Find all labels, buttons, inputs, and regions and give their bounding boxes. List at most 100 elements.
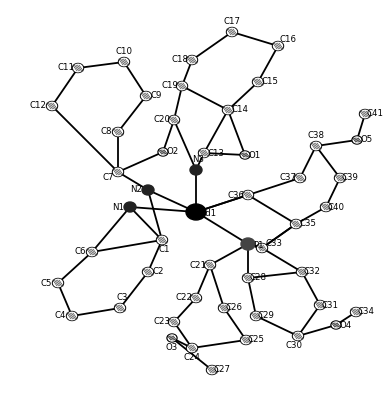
Text: C1: C1 <box>158 246 170 255</box>
Ellipse shape <box>73 63 83 72</box>
Text: O3: O3 <box>166 343 178 352</box>
Text: N2: N2 <box>130 185 142 194</box>
Ellipse shape <box>241 336 250 344</box>
Ellipse shape <box>294 173 305 183</box>
Text: C18: C18 <box>171 55 189 65</box>
Ellipse shape <box>116 304 125 312</box>
Ellipse shape <box>124 202 136 212</box>
Ellipse shape <box>272 42 283 51</box>
Ellipse shape <box>118 57 129 67</box>
Text: C40: C40 <box>327 202 345 211</box>
Ellipse shape <box>292 331 303 341</box>
Text: C15: C15 <box>261 78 278 86</box>
Ellipse shape <box>87 248 98 257</box>
Text: C9: C9 <box>150 91 162 101</box>
Ellipse shape <box>140 91 151 101</box>
Text: C32: C32 <box>303 268 321 276</box>
Text: C38: C38 <box>307 131 325 141</box>
Ellipse shape <box>143 268 154 276</box>
Ellipse shape <box>298 268 307 276</box>
Text: C25: C25 <box>247 335 265 345</box>
Ellipse shape <box>207 366 216 374</box>
Ellipse shape <box>205 261 216 270</box>
Ellipse shape <box>241 335 252 345</box>
Ellipse shape <box>321 203 330 211</box>
Text: C10: C10 <box>116 48 132 57</box>
Ellipse shape <box>192 294 200 302</box>
Text: C24: C24 <box>183 354 200 362</box>
Text: C11: C11 <box>58 63 74 72</box>
Text: C34: C34 <box>358 308 374 316</box>
Ellipse shape <box>168 335 176 341</box>
Ellipse shape <box>113 128 123 137</box>
Ellipse shape <box>143 268 152 276</box>
Ellipse shape <box>331 321 341 329</box>
Ellipse shape <box>312 142 321 150</box>
Ellipse shape <box>67 312 76 320</box>
Text: C7: C7 <box>102 173 114 181</box>
Text: N3: N3 <box>192 156 204 164</box>
Ellipse shape <box>53 278 64 287</box>
Ellipse shape <box>169 116 180 124</box>
Ellipse shape <box>114 128 122 136</box>
Text: C29: C29 <box>258 312 274 320</box>
Ellipse shape <box>198 148 209 158</box>
Ellipse shape <box>294 332 303 340</box>
Ellipse shape <box>352 308 361 316</box>
Text: C37: C37 <box>279 173 296 183</box>
Text: C13: C13 <box>207 148 225 158</box>
Ellipse shape <box>314 301 325 310</box>
Text: O5: O5 <box>361 135 373 145</box>
Text: C27: C27 <box>214 366 230 375</box>
Text: C36: C36 <box>227 190 245 200</box>
Ellipse shape <box>169 318 178 326</box>
Text: C12: C12 <box>29 101 47 110</box>
Text: C22: C22 <box>176 293 192 303</box>
Text: C8: C8 <box>100 128 112 137</box>
Ellipse shape <box>67 312 78 320</box>
Ellipse shape <box>159 149 167 155</box>
Text: C19: C19 <box>162 82 178 91</box>
Ellipse shape <box>187 55 198 65</box>
Text: C2: C2 <box>152 268 164 276</box>
Ellipse shape <box>256 244 267 253</box>
Ellipse shape <box>336 174 345 182</box>
Ellipse shape <box>207 366 218 375</box>
Text: C26: C26 <box>225 303 243 312</box>
Ellipse shape <box>113 168 123 177</box>
Ellipse shape <box>47 102 56 110</box>
Ellipse shape <box>200 149 209 157</box>
Ellipse shape <box>142 92 151 100</box>
Ellipse shape <box>290 219 301 228</box>
Ellipse shape <box>227 27 238 36</box>
Ellipse shape <box>114 168 122 176</box>
Ellipse shape <box>120 58 129 66</box>
Text: C14: C14 <box>232 105 249 114</box>
Ellipse shape <box>176 82 187 91</box>
Ellipse shape <box>243 274 252 282</box>
Ellipse shape <box>178 82 187 90</box>
Ellipse shape <box>156 236 167 244</box>
Ellipse shape <box>359 110 370 118</box>
Text: C30: C30 <box>285 341 303 350</box>
Text: Pd1: Pd1 <box>200 209 216 219</box>
Ellipse shape <box>316 301 325 309</box>
Text: C3: C3 <box>116 293 128 303</box>
Ellipse shape <box>187 344 196 352</box>
Ellipse shape <box>158 236 167 244</box>
Text: C16: C16 <box>279 36 296 44</box>
Text: O2: O2 <box>167 147 179 156</box>
Ellipse shape <box>243 274 254 282</box>
Ellipse shape <box>274 42 283 50</box>
Ellipse shape <box>321 202 332 211</box>
Text: C20: C20 <box>154 116 171 124</box>
Ellipse shape <box>73 64 82 72</box>
Ellipse shape <box>227 28 236 36</box>
Ellipse shape <box>187 56 196 64</box>
Text: C17: C17 <box>223 17 241 27</box>
Text: O4: O4 <box>340 320 352 329</box>
Text: C21: C21 <box>189 261 207 270</box>
Ellipse shape <box>250 312 261 320</box>
Ellipse shape <box>241 152 249 158</box>
Ellipse shape <box>205 261 214 269</box>
